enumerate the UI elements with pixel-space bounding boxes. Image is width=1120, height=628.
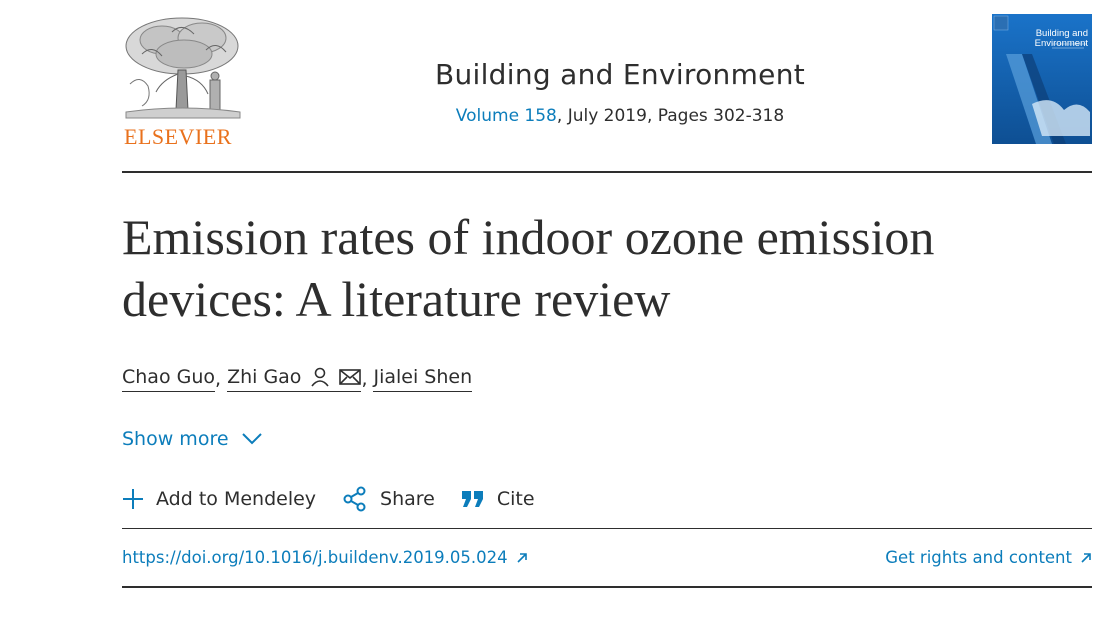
article-title-line1: Emission rates of indoor ozone emission	[122, 209, 935, 265]
journal-cover-image[interactable]: Building and Environment	[992, 14, 1092, 144]
chevron-down-icon	[241, 433, 262, 445]
author-name: Zhi Gao	[227, 366, 302, 388]
journal-cover-icon: Building and Environment	[992, 14, 1092, 144]
journal-issue-info: Volume 158, July 2019, Pages 302-318	[330, 106, 910, 126]
person-icon	[309, 366, 331, 388]
author-link[interactable]: Chao Guo	[122, 366, 216, 392]
external-link-icon	[1081, 552, 1091, 563]
share-button[interactable]: Share	[342, 486, 435, 512]
author-separator: ,	[215, 368, 222, 390]
cover-title-line2: Environment	[1035, 38, 1089, 49]
header-divider	[122, 171, 1092, 173]
cite-button[interactable]: Cite	[461, 488, 535, 510]
journal-title[interactable]: Building and Environment	[434, 58, 806, 91]
add-to-mendeley-button[interactable]: Add to Mendeley	[122, 488, 316, 510]
share-label: Share	[380, 488, 435, 510]
external-link-icon	[517, 552, 527, 563]
article-title-line2: devices: A literature review	[122, 271, 671, 327]
cite-label: Cite	[496, 488, 535, 510]
author-list: Chao Guo , Zhi Gao , Jialei Shen	[122, 366, 473, 392]
volume-link[interactable]: Volume 158	[455, 106, 557, 126]
elsevier-wordmark: ELSEVIER	[124, 124, 232, 149]
elsevier-logo[interactable]: ELSEVIER	[122, 14, 244, 149]
author-separator: ,	[361, 368, 368, 390]
article-title: Emission rates of indoor ozone emission …	[122, 206, 1082, 330]
author-link[interactable]: Jialei Shen	[373, 366, 473, 392]
actions-divider	[122, 528, 1092, 529]
add-to-mendeley-label: Add to Mendeley	[156, 488, 317, 510]
share-icon	[343, 486, 366, 512]
show-more-label: Show more	[122, 428, 229, 450]
plus-icon	[123, 489, 143, 509]
issue-pages: , July 2019, Pages 302-318	[556, 106, 785, 126]
doi-text: https://doi.org/10.1016/j.buildenv.2019.…	[122, 548, 508, 567]
get-rights-text: Get rights and content	[885, 548, 1072, 567]
tree-icon	[125, 17, 241, 119]
author-link[interactable]: Zhi Gao	[227, 366, 362, 392]
show-more-toggle[interactable]: Show more	[122, 428, 263, 450]
footer-divider	[122, 586, 1092, 588]
envelope-icon	[339, 368, 362, 386]
cover-title-line1: Building and	[1036, 28, 1088, 39]
get-rights-link[interactable]: Get rights and content	[885, 548, 1092, 567]
doi-link[interactable]: https://doi.org/10.1016/j.buildenv.2019.…	[122, 548, 528, 567]
quote-icon	[461, 491, 483, 507]
article-actions: Add to Mendeley Share Cite	[122, 486, 561, 512]
